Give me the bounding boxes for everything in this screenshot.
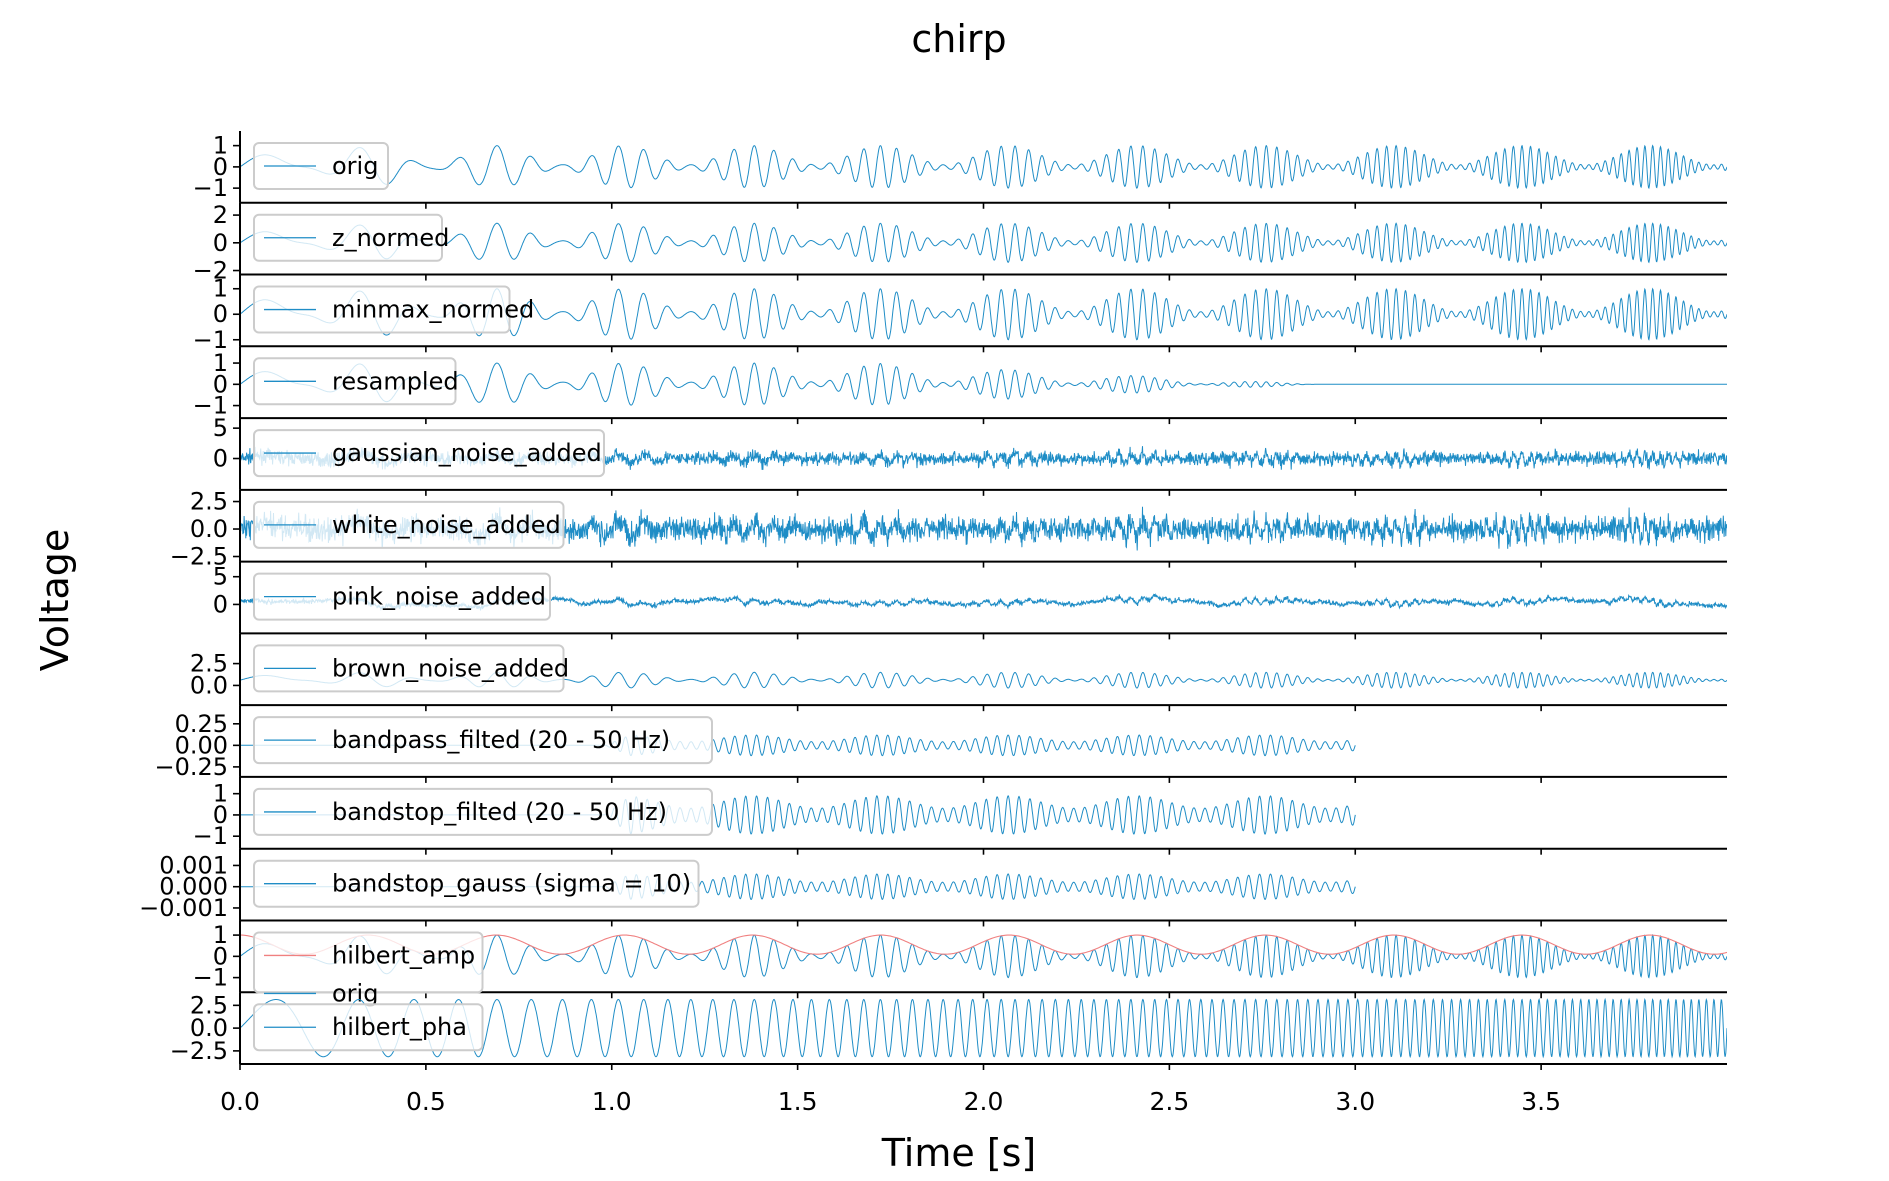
legend-white_noise_added: white_noise_added [253, 500, 565, 549]
legend-bandstop_filted: bandstop_filted (20 - 50 Hz) [253, 787, 713, 836]
legend-label: orig [332, 979, 378, 1007]
x-axis-label: Time [s] [881, 1131, 1037, 1175]
series-hilbert-envelope [240, 934, 1727, 955]
series-hilbert_pha [240, 997, 1727, 1059]
legend-label: bandpass_filted (20 - 50 Hz) [332, 726, 670, 754]
y-tick-label: 2.5 [190, 991, 228, 1019]
y-tick-label: 1 [213, 132, 228, 160]
x-tick-label: 0.0 [220, 1087, 260, 1116]
x-axis: 0.0 0.5 1.0 1.5 2.0 2.5 3.0 3.5 [220, 1087, 1561, 1116]
y-tick-label: 0 [213, 590, 228, 618]
panel-hilbert_pha: 2.50.0−2.5 hilbert_pha [170, 991, 1727, 1070]
y-tick-label: −0.25 [154, 753, 228, 781]
x-tick-label: 2.5 [1149, 1087, 1189, 1116]
y-tick-label: 0 [213, 942, 228, 970]
panel-bandstop_filted: 10−1 bandstop_filted (20 - 50 Hz) [193, 776, 1727, 855]
legend-pink_noise_added: pink_noise_added [253, 572, 551, 621]
legend-gaussian_noise_added: gaussian_noise_added [253, 429, 605, 478]
y-tick-label: 1 [213, 780, 228, 808]
legend-label: brown_noise_added [332, 654, 569, 682]
y-tick-label: −1 [193, 392, 228, 420]
y-tick-label: 0.00 [175, 731, 228, 759]
panel-pink_noise_added: 50 pink_noise_added [213, 561, 1727, 640]
y-tick-label: −1 [193, 174, 228, 202]
y-tick-label: 0 [213, 801, 228, 829]
panels-group: 10−1orig20−2z_normed10−1minmax_normed10−… [139, 131, 1727, 1070]
y-tick-label: 0.0 [190, 515, 228, 543]
y-tick-label: −1 [193, 326, 228, 354]
legend-label: bandstop_filted (20 - 50 Hz) [332, 798, 667, 826]
legend-label: hilbert_amp [332, 941, 475, 969]
panel-orig: 10−1 orig [193, 131, 1727, 209]
panel-z_normed: 20−2 z_normed [193, 201, 1727, 285]
series-resampled [240, 362, 1727, 406]
panel-brown_noise_added: 2.50.0 brown_noise_added [190, 633, 1727, 712]
legend-orig: orig [253, 142, 389, 190]
panel-white_noise_added: 2.50.0−2.5 white_noise_added [170, 488, 1727, 571]
y-tick-label: −0.001 [139, 894, 228, 922]
legend-label: orig [332, 152, 378, 180]
y-tick-label: 0.001 [159, 851, 228, 879]
x-tick-label: 1.5 [778, 1087, 818, 1116]
panel-minmax_normed: 10−1 minmax_normed [193, 274, 1727, 354]
y-tick-label: 1 [213, 275, 228, 303]
y-tick-label: 0.0 [190, 1014, 228, 1042]
panel-resampled: 10−1 resampled [193, 346, 1727, 425]
x-tick-label: 3.5 [1521, 1087, 1561, 1116]
legend-bandstop_gauss: bandstop_gauss (sigma = 10) [253, 859, 700, 908]
y-tick-label: −2.5 [170, 1037, 228, 1065]
y-tick-label: 0 [213, 370, 228, 398]
x-tick-label: 2.0 [964, 1087, 1004, 1116]
y-tick-label: −2 [193, 257, 228, 285]
y-tick-label: 0.0 [190, 671, 228, 699]
series-z_normed [240, 222, 1727, 264]
legend-brown_noise_added: brown_noise_added [253, 644, 569, 693]
panel-gaussian_noise_added: 5 0 gaussian_noise_added [213, 414, 1727, 496]
legend-label: resampled [332, 367, 459, 395]
legend-resampled: resampled [253, 357, 459, 406]
y-tick-label: 2.5 [190, 650, 228, 678]
y-tick-label: 0 [213, 153, 228, 181]
y-tick-label: 2 [213, 201, 228, 229]
x-tick-label: 3.0 [1335, 1087, 1375, 1116]
y-tick-label: 0 [213, 300, 228, 328]
legend-minmax_normed: minmax_normed [253, 285, 534, 334]
y-tick-label: −1 [193, 822, 228, 850]
legend-label: pink_noise_added [332, 583, 546, 611]
y-tick-label: −1 [193, 964, 228, 992]
panel-bandpass_filted: 0.250.00−0.25 bandpass_filted (20 - 50 Hz… [154, 705, 1727, 783]
legend-hilbert_pha: hilbert_pha [253, 1003, 484, 1052]
y-tick-label: 0.000 [159, 873, 228, 901]
chart-title: chirp [911, 17, 1006, 61]
legend-label: bandstop_gauss (sigma = 10) [332, 870, 691, 898]
legend-bandpass_filted: bandpass_filted (20 - 50 Hz) [253, 716, 713, 765]
legend-z_normed: z_normed [253, 213, 449, 262]
y-tick-label: 1 [213, 921, 228, 949]
y-tick-label: 0 [213, 229, 228, 257]
y-tick-label: 0.25 [175, 710, 228, 738]
legend-label: hilbert_pha [332, 1013, 467, 1041]
y-tick-label: 5 [213, 563, 228, 591]
y-tick-label: 1 [213, 349, 228, 377]
legend-label: minmax_normed [332, 296, 534, 324]
y-tick-label: 5 [213, 414, 228, 442]
x-tick-label: 0.5 [406, 1087, 446, 1116]
legend-label: white_noise_added [332, 511, 561, 539]
y-tick-label: −2.5 [170, 543, 228, 571]
legend-label: gaussian_noise_added [332, 439, 602, 467]
y-axis-label: Voltage [33, 529, 77, 672]
legend-label: z_normed [332, 224, 449, 252]
series-hilbert_amp [240, 933, 1727, 979]
y-tick-label: 2.5 [190, 488, 228, 516]
series-orig [240, 144, 1727, 190]
y-tick-label: 0 [213, 445, 228, 473]
x-tick-label: 1.0 [592, 1087, 632, 1116]
